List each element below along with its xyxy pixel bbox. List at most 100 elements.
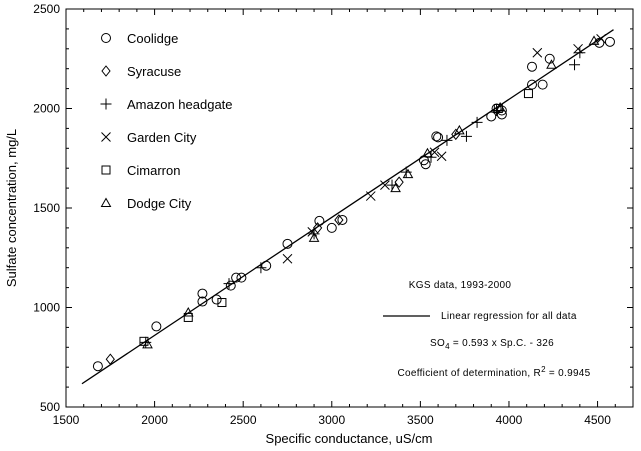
equation-suffix: = 0.593 x Sp.C. - 326 [450,338,554,349]
r2-prefix: Coefficient of determination, R [397,368,541,379]
source-note: KGS data, 1993-2000 [409,280,512,291]
point-coolidge [236,272,247,283]
point-coolidge [337,214,348,225]
point-garden-city [365,191,376,201]
point-syracuse [451,128,461,141]
legend-item-syracuse: Syracuse [101,64,181,79]
legend-item-dodge-city: Dodge City [100,196,192,211]
point-dodge-city [546,59,557,69]
equation-prefix: SO [430,338,445,349]
legend-marker-amazon-headgate [100,98,112,110]
point-dodge-city [390,182,401,193]
point-coolidge [537,79,548,90]
point-amazon-headgate [386,179,398,191]
point-garden-city [596,33,606,44]
r-squared-note: Coefficient of determination, R2 = 0.994… [397,365,590,379]
tick-labels: 1500 2000 2500 3000 3500 4000 4500 500 1000 1500 2… [33,2,611,427]
plot-frame [65,8,634,408]
point-coolidge [594,37,605,48]
point-dodge-city [588,35,600,45]
point-dodge-city [308,232,320,242]
point-coolidge [231,272,242,283]
r2-superscript: 2 [541,365,546,374]
point-dodge-city [402,168,414,179]
equation-subscript: 4 [445,342,450,351]
point-amazon-headgate [471,116,483,128]
data-markers [92,33,615,372]
legend-label-syracuse: Syracuse [127,64,181,79]
point-amazon-headgate [491,104,503,116]
point-amazon-headgate [460,130,472,142]
point-coolidge [261,260,272,271]
regression-line [81,29,614,385]
series-dodge-city [142,35,600,349]
legend-marker-dodge-city [100,197,112,207]
legend-marker-coolidge [101,33,111,43]
point-garden-city [380,180,390,190]
point-coolidge [197,296,208,307]
x-tick-label: 2500 [230,413,257,427]
legend-item-garden-city: Garden City [101,130,197,145]
y-tick-label: 500 [40,400,60,414]
point-amazon-headgate [574,47,586,59]
point-cimarron [217,298,227,308]
point-dodge-city [142,338,153,349]
point-coolidge [433,132,444,143]
legend-item-cimarron: Cimarron [101,163,180,178]
point-coolidge [486,111,497,122]
x-tick-label: 1500 [53,413,80,427]
legend-label-dodge-city: Dodge City [127,196,192,211]
legend-marker-cimarron [101,165,111,175]
point-garden-city [436,151,447,162]
point-coolidge [225,280,236,291]
point-coolidge [151,321,162,332]
point-cimarron [493,104,503,113]
legend-label-coolidge: Coolidge [127,31,178,46]
point-syracuse [334,214,344,226]
legend-marker-syracuse [101,65,111,77]
legend-label-cimarron: Cimarron [127,163,180,178]
series-syracuse [105,128,461,366]
point-cimarron [523,89,533,99]
x-tick-label: 3500 [407,413,434,427]
legend: Coolidge Syracuse Amazon headgate Garden Ci… [100,31,233,211]
legend-marker-garden-city [101,132,111,142]
x-tick-label: 4000 [496,413,523,427]
y-axis-title: Sulfate concentration, mg/L [4,129,19,287]
point-coolidge [197,288,208,299]
r2-suffix: = 0.9945 [546,368,591,379]
y-tick-label: 2000 [33,102,60,116]
point-garden-city [282,253,293,264]
point-syracuse [105,353,115,366]
point-amazon-headgate [223,278,235,290]
point-syracuse [312,222,323,234]
point-coolidge [211,294,222,305]
point-cimarron [183,312,193,322]
point-coolidge [282,238,293,249]
x-tick-label: 2000 [141,413,168,427]
y-tick-label: 2500 [33,2,60,16]
x-tick-label: 4500 [584,413,611,427]
series-cimarron [139,89,533,346]
y-tick-label: 1500 [33,201,60,215]
point-dodge-city [422,147,433,158]
annotation-block: KGS data, 1993-2000 Linear regression fo… [383,280,590,379]
legend-label-amazon-headgate: Amazon headgate [127,97,233,112]
point-amazon-headgate [441,134,453,146]
regression-legend-label: Linear regression for all data [441,311,577,322]
point-dodge-city [182,306,194,317]
series-garden-city [282,33,606,264]
point-amazon-headgate [255,262,267,274]
legend-label-garden-city: Garden City [127,130,197,145]
legend-item-coolidge: Coolidge [101,31,178,46]
y-tick-label: 1000 [33,301,60,315]
point-coolidge [92,361,103,372]
point-dodge-city [494,101,506,112]
point-coolidge [604,36,615,47]
point-coolidge [420,159,431,170]
x-axis-title: Specific conductance, uS/cm [266,431,433,446]
point-coolidge [527,61,538,72]
legend-item-amazon-headgate: Amazon headgate [100,97,233,112]
point-coolidge [326,222,337,233]
